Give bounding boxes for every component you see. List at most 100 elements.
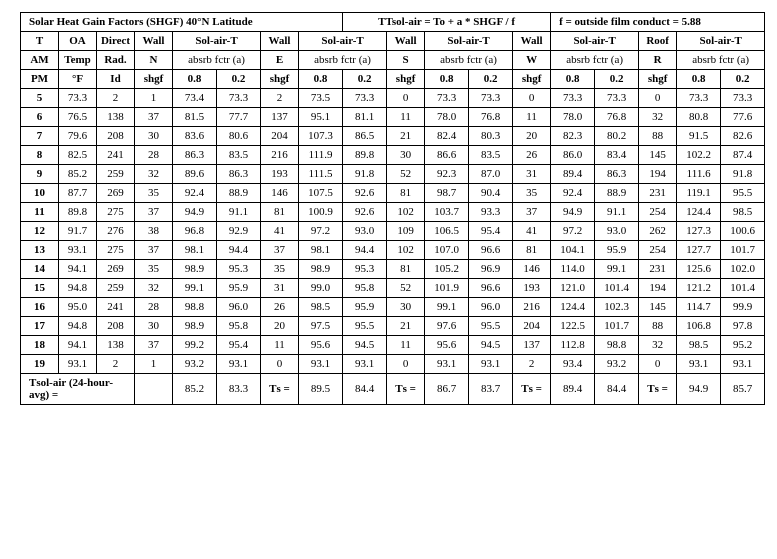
cell: 83.5 <box>217 146 261 165</box>
cell: 80.6 <box>217 127 261 146</box>
table-row: 1189.82753794.991.181100.992.6102103.793… <box>21 203 765 222</box>
cell: 216 <box>261 146 299 165</box>
cell: 102 <box>387 241 425 260</box>
cell: 92.4 <box>173 184 217 203</box>
table-row: 1993.12193.293.1093.193.1093.193.1293.49… <box>21 355 765 374</box>
hdr-SolAir-E: Sol-air-T <box>299 32 387 51</box>
cell: 98.1 <box>173 241 217 260</box>
cell: 95.2 <box>721 336 765 355</box>
cell: 99.0 <box>299 279 343 298</box>
cell: 96.0 <box>217 298 261 317</box>
hdr-shgf-R: shgf <box>639 70 677 89</box>
cell: 87.7 <box>59 184 97 203</box>
cell: 127.3 <box>677 222 721 241</box>
hdr-02-R: 0.2 <box>721 70 765 89</box>
cell: 276 <box>97 222 135 241</box>
cell: 35 <box>513 184 551 203</box>
cell: 85.2 <box>59 165 97 184</box>
cell: 102 <box>387 203 425 222</box>
cell: 82.4 <box>425 127 469 146</box>
cell: 41 <box>261 222 299 241</box>
cell: 95.9 <box>343 298 387 317</box>
cell: 28 <box>135 298 173 317</box>
cell: 107.5 <box>299 184 343 203</box>
cell: 86.3 <box>595 165 639 184</box>
cell: 76.8 <box>469 108 513 127</box>
footer-e8: 89.5 <box>299 374 343 405</box>
cell: 86.5 <box>343 127 387 146</box>
cell: 101.9 <box>425 279 469 298</box>
cell: 0 <box>261 355 299 374</box>
cell: 145 <box>639 298 677 317</box>
cell: 2 <box>97 355 135 374</box>
cell: 104.1 <box>551 241 595 260</box>
cell: 82.3 <box>551 127 595 146</box>
cell: 38 <box>135 222 173 241</box>
cell: 86.6 <box>425 146 469 165</box>
cell: 30 <box>387 146 425 165</box>
cell: 106.5 <box>425 222 469 241</box>
cell: 94.1 <box>59 336 97 355</box>
cell: 86.3 <box>217 165 261 184</box>
cell: 73.3 <box>595 89 639 108</box>
cell: 87.4 <box>721 146 765 165</box>
cell: 11 <box>261 336 299 355</box>
cell: 137 <box>261 108 299 127</box>
cell: 204 <box>513 317 551 336</box>
cell: 95.5 <box>721 184 765 203</box>
footer-n2: 83.3 <box>217 374 261 405</box>
cell: 114.7 <box>677 298 721 317</box>
cell: 89.8 <box>343 146 387 165</box>
table-row: 1393.12753798.194.43798.194.4102107.096.… <box>21 241 765 260</box>
cell: 95.0 <box>59 298 97 317</box>
cell: 101.7 <box>595 317 639 336</box>
cell: 37 <box>261 241 299 260</box>
cell: 94.4 <box>343 241 387 260</box>
cell: 96.0 <box>469 298 513 317</box>
hdr-Wall-N: Wall <box>135 32 173 51</box>
footer-r2: 85.7 <box>721 374 765 405</box>
cell: 98.5 <box>299 298 343 317</box>
cell: 93.1 <box>343 355 387 374</box>
cell: 86.0 <box>551 146 595 165</box>
cell: 26 <box>513 146 551 165</box>
cell: 99.2 <box>173 336 217 355</box>
title-row: Solar Heat Gain Factors (SHGF) 40°N Lati… <box>21 13 765 32</box>
cell: 76.8 <box>595 108 639 127</box>
cell: 81 <box>387 184 425 203</box>
hdr-N: N <box>135 51 173 70</box>
cell: 30 <box>135 127 173 146</box>
cell: 99.1 <box>595 260 639 279</box>
cell: 73.3 <box>343 89 387 108</box>
cell: 125.6 <box>677 260 721 279</box>
cell: 275 <box>97 241 135 260</box>
cell: 99.9 <box>721 298 765 317</box>
cell: 37 <box>513 203 551 222</box>
table-row: 1695.02412898.896.02698.595.93099.196.02… <box>21 298 765 317</box>
cell: 99.1 <box>173 279 217 298</box>
cell: 81.5 <box>173 108 217 127</box>
cell: 89.6 <box>173 165 217 184</box>
cell: 11 <box>387 336 425 355</box>
hdr-E: E <box>261 51 299 70</box>
table-row: 573.32173.473.3273.573.3073.373.3073.373… <box>21 89 765 108</box>
hdr-02-E: 0.2 <box>343 70 387 89</box>
hdr-08-N: 0.8 <box>173 70 217 89</box>
cell: 30 <box>387 298 425 317</box>
hdr-R: R <box>639 51 677 70</box>
cell: 93.0 <box>595 222 639 241</box>
cell: 275 <box>97 203 135 222</box>
cell: 80.2 <box>595 127 639 146</box>
cell: 121.0 <box>551 279 595 298</box>
hdr-abs-R: absrb fctr (a) <box>677 51 765 70</box>
cell: 96.9 <box>469 260 513 279</box>
hdr-08-W: 0.8 <box>551 70 595 89</box>
cell: 94.5 <box>343 336 387 355</box>
cell: 2 <box>513 355 551 374</box>
cell: 10 <box>21 184 59 203</box>
cell: 0 <box>639 89 677 108</box>
hdr-degF: °F <box>59 70 97 89</box>
cell: 95.3 <box>217 260 261 279</box>
cell: 83.6 <box>173 127 217 146</box>
hdr-Wall-E: Wall <box>261 32 299 51</box>
